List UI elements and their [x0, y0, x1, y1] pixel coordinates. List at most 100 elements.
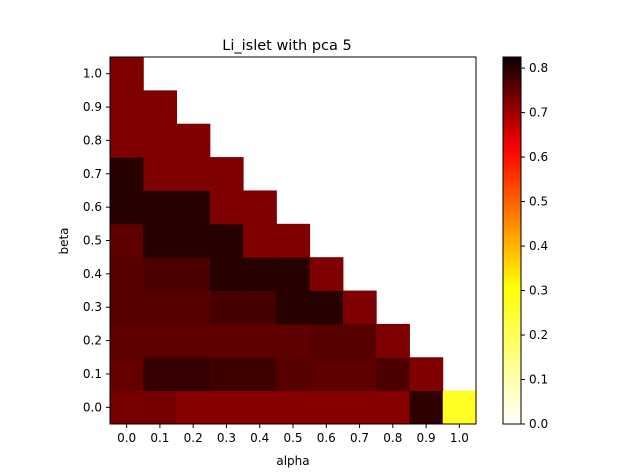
heatmap-cell — [209, 357, 244, 392]
x-tick-label: 0.9 — [417, 431, 436, 445]
heatmap-cell — [143, 290, 178, 325]
x-tick-label: 0.3 — [217, 431, 236, 445]
colorbar — [502, 56, 522, 425]
heatmap-cell — [176, 357, 211, 392]
heatmap-cell — [110, 223, 144, 258]
heatmap-cell — [143, 123, 178, 158]
x-tick-label: 0.1 — [150, 431, 169, 445]
heatmap-cell — [110, 57, 144, 91]
y-tick-label: 0.4 — [83, 267, 102, 281]
heatmap-cell — [276, 390, 311, 425]
heatmap-cell — [309, 323, 344, 358]
heatmap-cell — [442, 390, 477, 425]
colorbar-tick-label: 0.5 — [529, 195, 548, 209]
y-tick-label: 0.0 — [83, 400, 102, 414]
heatmap-cell — [209, 190, 244, 225]
x-tick-label: 0.6 — [317, 431, 336, 445]
x-axis-label: alpha — [276, 454, 309, 468]
heatmap-cell — [276, 290, 311, 325]
heatmap-cell — [143, 190, 178, 225]
heatmap-cell — [309, 390, 344, 425]
heatmap-cell — [342, 390, 377, 425]
colorbar-tick-label: 0.7 — [529, 106, 548, 120]
heatmap-cell — [376, 323, 410, 358]
heatmap-cell — [209, 323, 244, 358]
heatmap-cell — [243, 357, 277, 392]
colorbar-tick-label: 0.0 — [529, 417, 548, 431]
heatmap-cell — [176, 390, 211, 425]
heatmap-cell — [110, 357, 144, 392]
heatmap-cell — [143, 90, 178, 125]
heatmap-cell — [276, 257, 311, 292]
x-tick-label: 1.0 — [450, 431, 469, 445]
heatmap-cell — [110, 290, 144, 325]
heatmap-cell — [309, 257, 344, 292]
heatmap-cell — [243, 323, 277, 358]
x-axis-ticks: 0.0 0.1 0.2 0.3 0.4 0.5 0.6 0.7 0.8 0.9 1.0 — [117, 424, 469, 445]
heatmap-cell — [209, 290, 244, 325]
chart-title: Li_islet with pca 5 — [222, 38, 351, 54]
y-tick-label: 0.5 — [83, 234, 102, 248]
colorbar-tick-label: 0.2 — [529, 328, 548, 342]
y-tick-label: 0.6 — [83, 200, 102, 214]
colorbar-tick-label: 0.1 — [529, 373, 548, 387]
x-tick-label: 0.2 — [184, 431, 203, 445]
heatmap-cell — [209, 223, 244, 258]
heatmap-cell — [243, 223, 277, 258]
heatmap-cell — [276, 223, 311, 258]
heatmap-cell — [309, 290, 344, 325]
x-tick-label: 0.5 — [283, 431, 302, 445]
y-tick-label: 0.7 — [83, 167, 102, 181]
heatmap-cell — [143, 323, 178, 358]
heatmap-cell — [209, 257, 244, 292]
y-tick-label: 0.1 — [83, 367, 102, 381]
heatmap-cell — [110, 123, 144, 158]
heatmap-cell — [243, 290, 277, 325]
heatmap-cell — [143, 157, 178, 191]
heatmap-cell — [209, 390, 244, 425]
heatmap-cell — [376, 357, 410, 392]
heatmap-cell — [110, 257, 144, 292]
heatmap-cell — [409, 357, 444, 392]
colorbar-tick-label: 0.3 — [529, 284, 548, 298]
heatmap-cell — [176, 290, 211, 325]
y-tick-label: 0.9 — [83, 100, 102, 114]
heatmap-cell — [143, 223, 178, 258]
heatmap-cell — [176, 157, 211, 191]
heatmap-cell — [342, 323, 377, 358]
heatmap-cell — [243, 257, 277, 292]
heatmap-cell — [176, 123, 211, 158]
heatmap-cell — [376, 390, 410, 425]
heatmap-cell — [110, 390, 144, 425]
heatmap-cell — [342, 357, 377, 392]
y-tick-label: 0.8 — [83, 133, 102, 147]
heatmap-cell — [143, 390, 178, 425]
heatmap-cell — [309, 357, 344, 392]
heatmap-cell — [176, 223, 211, 258]
heatmap-cell — [110, 323, 144, 358]
heatmap-cell — [176, 190, 211, 225]
y-tick-label: 1.0 — [83, 67, 102, 81]
y-axis-ticks: 0.0 0.1 0.2 0.3 0.4 0.5 0.6 0.7 0.8 0.9 1.0 — [83, 67, 110, 414]
heatmap-cell — [110, 157, 144, 191]
heatmap-cell — [176, 257, 211, 292]
colorbar-tick-label: 0.6 — [529, 150, 548, 164]
heatmap-cell — [276, 323, 311, 358]
heatmap-cell — [110, 190, 144, 225]
y-tick-label: 0.3 — [83, 300, 102, 314]
heatmap-cell — [342, 290, 377, 325]
heatmap-cell — [243, 190, 277, 225]
heatmap-cells — [110, 57, 477, 425]
x-tick-label: 0.8 — [383, 431, 402, 445]
heatmap-cell — [409, 390, 444, 425]
colorbar-tick-label: 0.4 — [529, 239, 548, 253]
y-axis-label: beta — [57, 227, 71, 254]
x-tick-label: 0.7 — [350, 431, 369, 445]
heatmap-cell — [176, 323, 211, 358]
colorbar-tick-label: 0.8 — [529, 61, 548, 75]
x-tick-label: 0.0 — [117, 431, 136, 445]
heatmap-cell — [143, 257, 178, 292]
y-tick-label: 0.2 — [83, 334, 102, 348]
x-tick-label: 0.4 — [250, 431, 269, 445]
